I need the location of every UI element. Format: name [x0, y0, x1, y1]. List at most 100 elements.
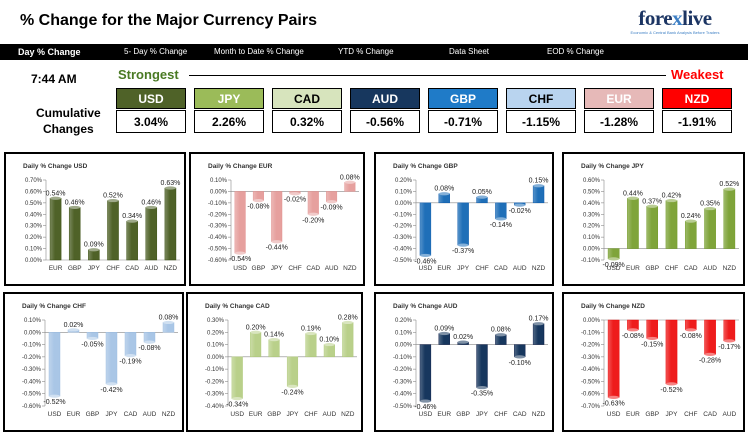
tab-day-change[interactable]: Day % Change: [18, 47, 81, 57]
y-tick-label: 0.00%: [24, 330, 42, 336]
data-label: 0.05%: [472, 189, 492, 196]
bar-cap: [476, 195, 488, 199]
forexlive-logo[interactable]: forexlive Economic & Central Bank Analys…: [628, 6, 722, 40]
y-tick-label: -0.50%: [208, 247, 228, 253]
tab-data-sheet[interactable]: Data Sheet: [449, 47, 490, 56]
x-tick-label: CHF: [684, 411, 697, 418]
bar-cad: [124, 332, 137, 356]
currency-header-nzd: NZD: [662, 88, 732, 109]
x-tick-label: CHF: [665, 265, 678, 272]
data-label: -0.54%: [229, 256, 251, 263]
x-tick-label: CAD: [703, 411, 717, 418]
y-tick-label: -0.20%: [205, 379, 225, 385]
x-tick-label: AUD: [322, 411, 336, 418]
x-tick-label: USD: [607, 411, 621, 418]
chart-panel-6: Daily % Change AUD -0.50% -0.40% -0.30% -0.2…: [374, 292, 554, 432]
data-label: 0.09%: [84, 242, 104, 249]
bar-aud: [145, 207, 158, 261]
data-label: 0.63%: [160, 180, 180, 187]
data-label: -0.46%: [414, 258, 436, 265]
bar-cap: [608, 257, 620, 261]
tab-5-day-change[interactable]: 5- Day % Change: [124, 47, 188, 56]
chart-svg: Daily % Change AUD -0.50% -0.40% -0.30% -0.2…: [393, 303, 549, 418]
x-tick-label: CAD: [124, 411, 138, 418]
data-label: -0.14%: [490, 222, 512, 229]
y-tick-label: -0.10%: [208, 201, 228, 207]
y-tick-label: 0.20%: [395, 178, 413, 184]
data-label: -0.02%: [284, 197, 306, 204]
bar-cap: [107, 198, 119, 203]
bar-cap: [457, 340, 469, 344]
currency-header-jpy: JPY: [194, 88, 264, 109]
x-tick-label: NZD: [532, 265, 546, 272]
y-tick-label: -0.30%: [205, 392, 225, 398]
bar-usd: [234, 191, 246, 254]
chart-panel-4: Daily % Change CHF -0.60% -0.50% -0.40% -0.3…: [3, 292, 184, 432]
y-tick-label: -0.40%: [205, 404, 225, 410]
tab-ytd-change[interactable]: YTD % Change: [338, 47, 394, 56]
data-label: 0.52%: [103, 193, 123, 200]
data-label: -0.28%: [699, 357, 721, 364]
y-tick-label: -0.20%: [393, 224, 413, 230]
chart-title: Daily % Change CAD: [205, 303, 270, 310]
y-tick-label: 0.10%: [210, 178, 228, 184]
data-label: -0.08%: [680, 333, 702, 340]
y-tick-label: 0.60%: [25, 189, 43, 195]
bar-jpy: [105, 332, 118, 385]
bar-jpy: [457, 202, 469, 246]
bar-cap: [326, 200, 337, 204]
data-label: -0.37%: [452, 248, 474, 255]
x-tick-label: USD: [419, 411, 433, 418]
bar-cap: [305, 331, 317, 336]
bar-cap: [646, 204, 658, 208]
data-label: 0.09%: [434, 326, 454, 333]
bar-cap: [419, 253, 431, 258]
bar-aud: [704, 208, 716, 249]
bar-cap: [342, 320, 354, 325]
bar-gbp: [268, 339, 280, 358]
data-label: -0.15%: [641, 341, 663, 348]
y-tick-label: -0.20%: [393, 367, 413, 373]
data-label: 0.14%: [264, 332, 284, 339]
x-tick-label: NZD: [343, 265, 357, 272]
x-tick-label: CHF: [494, 411, 507, 418]
tab-eod-change[interactable]: EOD % Change: [547, 47, 604, 56]
x-tick-label: AUD: [144, 265, 158, 272]
x-tick-label: CAD: [306, 265, 320, 272]
chart-panel-3: Daily % Change JPY -0.10% 0.00% 0.10% 0.20% 0…: [562, 152, 745, 286]
y-tick-label: -0.50%: [581, 379, 601, 385]
bar-cap: [50, 196, 62, 200]
bar-cap: [234, 251, 246, 255]
y-tick-label: -0.40%: [393, 392, 413, 398]
y-tick-label: 0.60%: [583, 178, 601, 184]
x-tick-label: CHF: [304, 411, 317, 418]
x-tick-label: GBP: [68, 265, 82, 272]
data-label: -0.08%: [247, 204, 269, 211]
data-label: 0.37%: [642, 198, 662, 205]
y-tick-label: 0.50%: [583, 189, 601, 195]
y-tick-label: 0.00%: [395, 343, 413, 349]
bar-cap: [231, 397, 243, 401]
currency-header-chf: CHF: [506, 88, 576, 109]
bar-cap: [627, 328, 639, 332]
currency-header-aud: AUD: [350, 88, 420, 109]
data-label: 0.02%: [64, 322, 84, 329]
bar-jpy: [286, 356, 299, 387]
y-tick-label: 0.30%: [207, 318, 225, 324]
bar-eur: [49, 198, 62, 261]
data-label: -0.34%: [226, 402, 248, 409]
bar-cap: [438, 192, 450, 196]
currency-header-gbp: GBP: [428, 88, 498, 109]
y-tick-label: 0.30%: [25, 224, 43, 230]
y-tick-label: -0.40%: [581, 367, 601, 373]
bar-nzd: [532, 185, 545, 204]
data-label: -0.46%: [414, 404, 436, 411]
bar-cap: [164, 186, 176, 190]
bar-usd: [419, 344, 432, 402]
tab-month-to-date-change[interactable]: Month to Date % Change: [214, 47, 304, 56]
y-tick-label: 0.20%: [395, 318, 413, 324]
bar-aud: [323, 344, 335, 358]
bar-cap: [627, 196, 639, 200]
y-tick-label: -0.30%: [208, 224, 228, 230]
bar-cap: [723, 339, 735, 343]
